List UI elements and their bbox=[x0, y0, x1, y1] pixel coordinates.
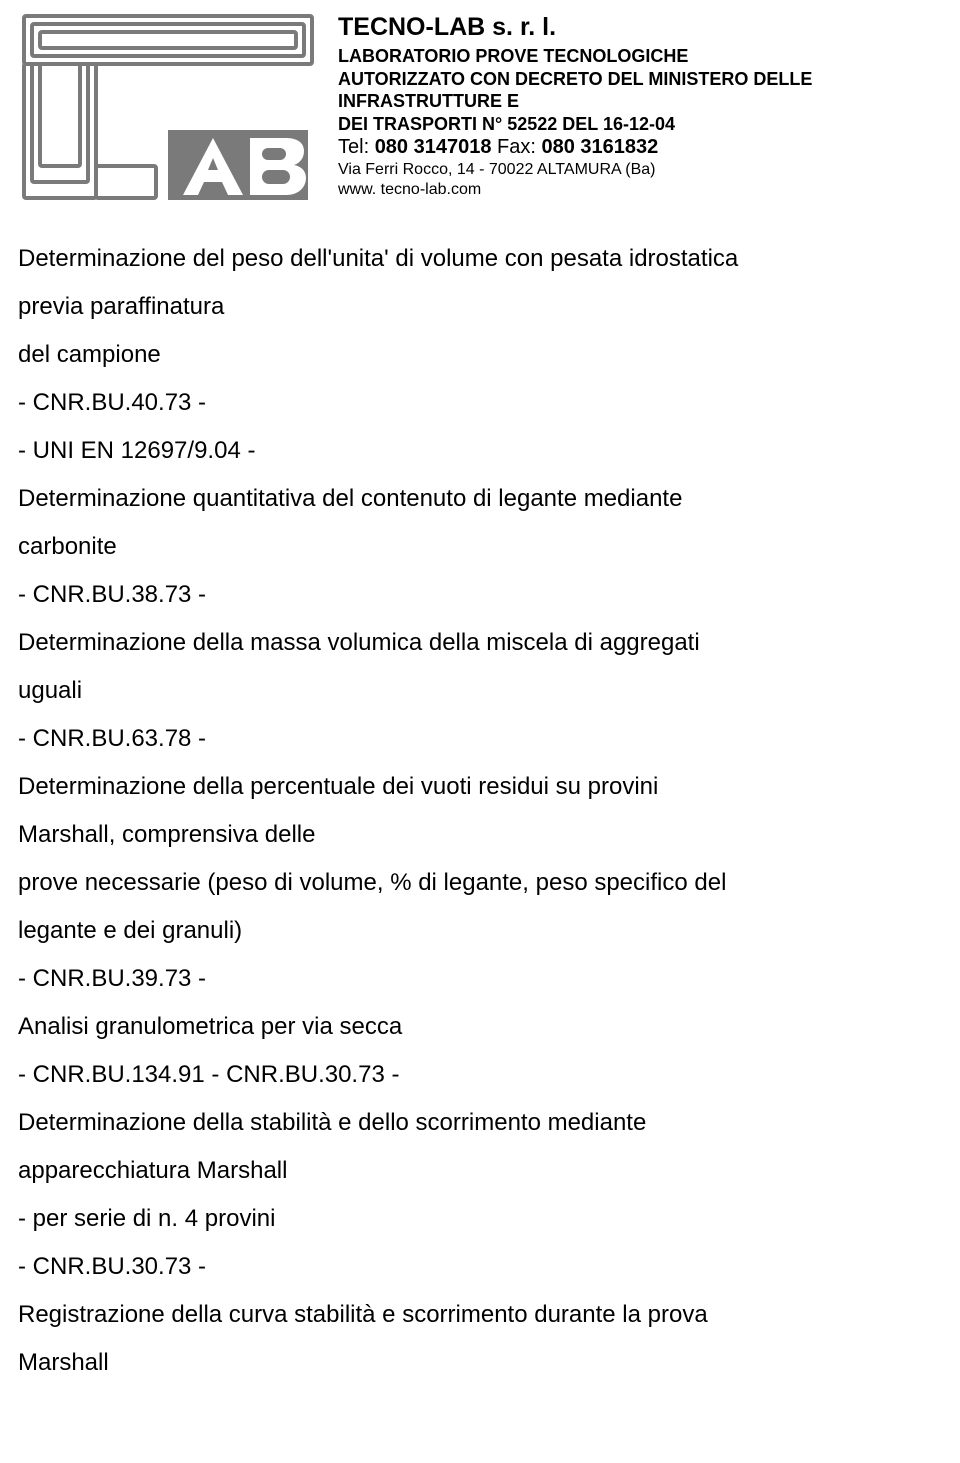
body-line: - CNR.BU.30.73 - bbox=[18, 1243, 960, 1291]
header-line-1: LABORATORIO PROVE TECNOLOGICHE bbox=[338, 45, 960, 68]
body-line: Determinazione della massa volumica dell… bbox=[18, 619, 960, 667]
header: TECNO-LAB s. r. l. LABORATORIO PROVE TEC… bbox=[18, 10, 960, 205]
body-line: Analisi granulometrica per via secca bbox=[18, 1003, 960, 1051]
page: TECNO-LAB s. r. l. LABORATORIO PROVE TEC… bbox=[0, 0, 960, 1427]
body-line: - CNR.BU.40.73 - bbox=[18, 379, 960, 427]
body-line: del campione bbox=[18, 331, 960, 379]
body-line: Determinazione della stabilità e dello s… bbox=[18, 1099, 960, 1147]
header-line-2: AUTORIZZATO CON DECRETO DEL MINISTERO DE… bbox=[338, 68, 960, 91]
body-line: - CNR.BU.134.91 - CNR.BU.30.73 - bbox=[18, 1051, 960, 1099]
fax-label: Fax: bbox=[491, 136, 541, 158]
body-line: Marshall bbox=[18, 1339, 960, 1387]
header-line-4: DEI TRASPORTI N° 52522 DEL 16-12-04 bbox=[338, 113, 960, 136]
body-line: uguali bbox=[18, 667, 960, 715]
tel-value: 080 3147018 bbox=[375, 136, 492, 158]
body-line: - CNR.BU.63.78 - bbox=[18, 715, 960, 763]
body-text: Determinazione del peso dell'unita' di v… bbox=[18, 235, 960, 1387]
body-line: - CNR.BU.38.73 - bbox=[18, 571, 960, 619]
body-line: Determinazione quantitativa del contenut… bbox=[18, 475, 960, 523]
header-address: Via Ferri Rocco, 14 - 70022 ALTAMURA (Ba… bbox=[338, 160, 960, 180]
body-line: carbonite bbox=[18, 523, 960, 571]
body-line: legante e dei granuli) bbox=[18, 907, 960, 955]
company-name: TECNO-LAB s. r. l. bbox=[338, 12, 960, 43]
body-line: - per serie di n. 4 provini bbox=[18, 1195, 960, 1243]
header-text-block: TECNO-LAB s. r. l. LABORATORIO PROVE TEC… bbox=[338, 10, 960, 200]
body-line: - CNR.BU.39.73 - bbox=[18, 955, 960, 1003]
body-line: - UNI EN 12697/9.04 - bbox=[18, 427, 960, 475]
body-line: Registrazione della curva stabilità e sc… bbox=[18, 1291, 960, 1339]
body-line: prove necessarie (peso di volume, % di l… bbox=[18, 859, 960, 907]
fax-value: 080 3161832 bbox=[542, 136, 659, 158]
body-line: Determinazione della percentuale dei vuo… bbox=[18, 763, 960, 811]
header-line-3: INFRASTRUTTURE E bbox=[338, 90, 960, 113]
header-website: www. tecno-lab.com bbox=[338, 180, 960, 200]
body-line: apparecchiatura Marshall bbox=[18, 1147, 960, 1195]
body-line: previa paraffinatura bbox=[18, 283, 960, 331]
body-line: Determinazione del peso dell'unita' di v… bbox=[18, 235, 960, 283]
tel-label: Tel: bbox=[338, 136, 375, 158]
company-logo bbox=[18, 10, 318, 205]
body-line: Marshall, comprensiva delle bbox=[18, 811, 960, 859]
header-contact: Tel: 080 3147018 Fax: 080 3161832 bbox=[338, 135, 960, 160]
